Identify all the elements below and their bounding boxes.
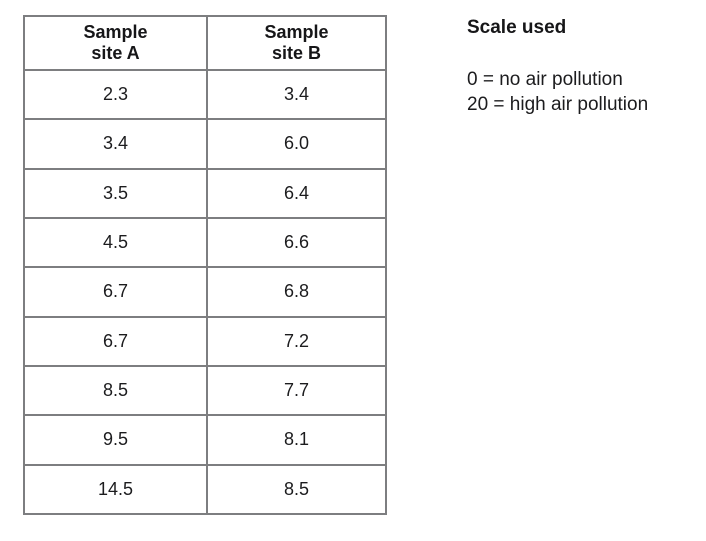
cell-site-b: 8.1 <box>206 414 387 466</box>
cell-site-a: 6.7 <box>23 315 208 367</box>
pollution-data-table: Sample site A Sample site B 2.3 3.4 3.4 … <box>23 15 387 516</box>
table-header: Sample site A Sample site B <box>23 15 387 71</box>
cell-site-b: 6.0 <box>206 118 387 170</box>
scale-legend-max: 20 = high air pollution <box>467 94 649 115</box>
cell-site-a: 3.4 <box>23 118 208 170</box>
scale-legend-min: 0 = no air pollution <box>467 69 623 90</box>
table-row: 9.5 8.1 <box>23 414 387 466</box>
cell-site-a: 2.3 <box>23 68 208 121</box>
cell-site-b: 6.6 <box>206 216 387 269</box>
table-row: 3.5 6.4 <box>23 167 387 219</box>
cell-site-b: 6.8 <box>206 266 387 318</box>
cell-site-a: 4.5 <box>23 216 208 269</box>
cell-site-b: 8.5 <box>206 463 387 516</box>
column-header-site-b-line1: Sample <box>264 22 329 42</box>
table-body: 2.3 3.4 3.4 6.0 3.5 6.4 4.5 6.6 6.7 6.8 … <box>23 68 387 516</box>
scale-legend-title: Scale used <box>467 17 567 38</box>
cell-site-a: 8.5 <box>23 364 208 417</box>
cell-site-a: 3.5 <box>23 167 208 219</box>
cell-site-a: 14.5 <box>23 463 208 516</box>
column-header-site-a-line2: site A <box>91 43 140 63</box>
header-row: Sample site A Sample site B <box>23 15 387 71</box>
table-row: 14.5 8.5 <box>23 463 387 516</box>
table-row: 6.7 6.8 <box>23 266 387 318</box>
cell-site-a: 9.5 <box>23 414 208 466</box>
column-header-site-a: Sample site A <box>23 15 208 71</box>
cell-site-a: 6.7 <box>23 266 208 318</box>
cell-site-b: 6.4 <box>206 167 387 219</box>
column-header-site-a-line1: Sample <box>83 22 148 42</box>
table-row: 6.7 7.2 <box>23 315 387 367</box>
table-row: 3.4 6.0 <box>23 118 387 170</box>
table-row: 4.5 6.6 <box>23 216 387 269</box>
scale-legend: Scale used 0 = no air pollution 20 = hig… <box>467 17 697 117</box>
column-header-site-b: Sample site B <box>206 15 387 71</box>
cell-site-b: 7.2 <box>206 315 387 367</box>
column-header-site-b-line2: site B <box>271 43 322 63</box>
table-row: 8.5 7.7 <box>23 364 387 417</box>
table-row: 2.3 3.4 <box>23 68 387 121</box>
cell-site-b: 3.4 <box>206 68 387 121</box>
cell-site-b: 7.7 <box>206 364 387 417</box>
